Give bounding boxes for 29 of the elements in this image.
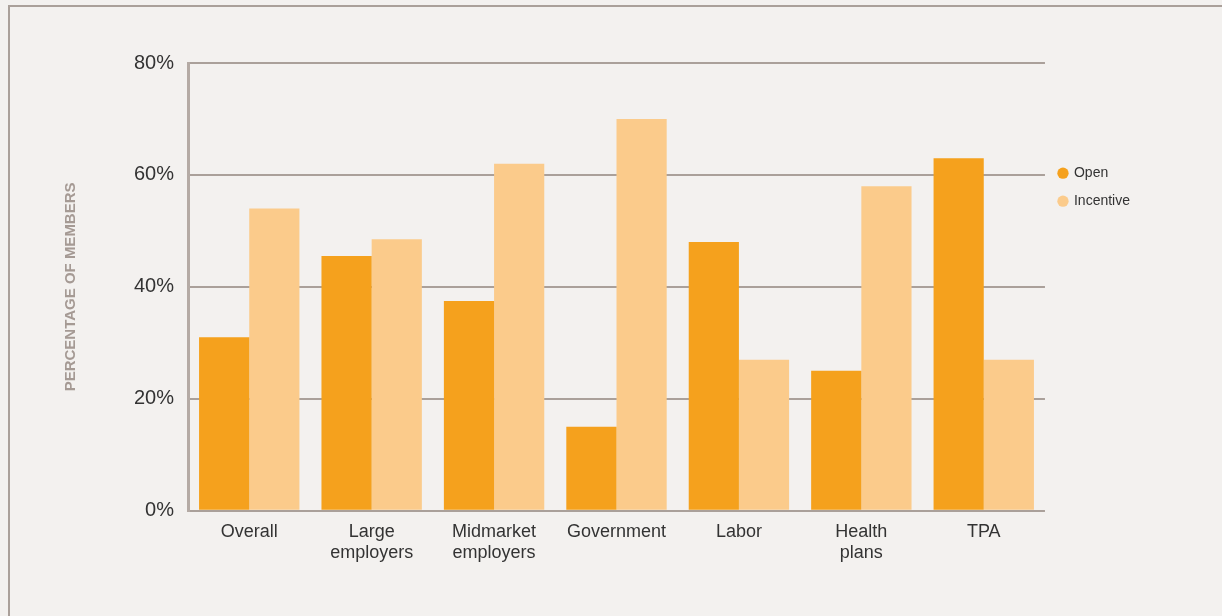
x-tick-label: Overall [220,520,278,541]
bar [861,186,912,510]
bar [249,208,300,510]
y-tick-label: 0% [145,498,175,521]
y-tick-label: 60% [134,162,175,185]
bar [371,239,422,510]
y-tick-label: 20% [134,386,175,409]
bar [738,359,790,510]
bar [199,337,250,510]
bar [494,163,545,510]
bar [321,256,372,510]
x-tick-label: Government [566,520,667,541]
legend-label: Incentive [1073,192,1131,209]
x-tick-label: Large employers [330,520,414,563]
bar [983,359,1034,510]
y-axis-title: PERCENTAGE OF MEMBERS [61,182,79,392]
y-tick-label: 40% [134,274,175,297]
bar [688,242,739,510]
bar [811,370,862,510]
bar [443,300,495,510]
x-tick-label: Health plans [835,520,888,563]
bar [616,118,667,510]
x-tick-label: Midmarket employers [452,520,537,563]
x-tick-label: Labor [715,520,762,541]
legend-label: Open [1073,164,1109,181]
x-tick-label: TPA [966,520,1001,541]
bar [933,158,984,510]
y-tick-label: 80% [134,50,175,73]
bar [566,426,617,510]
